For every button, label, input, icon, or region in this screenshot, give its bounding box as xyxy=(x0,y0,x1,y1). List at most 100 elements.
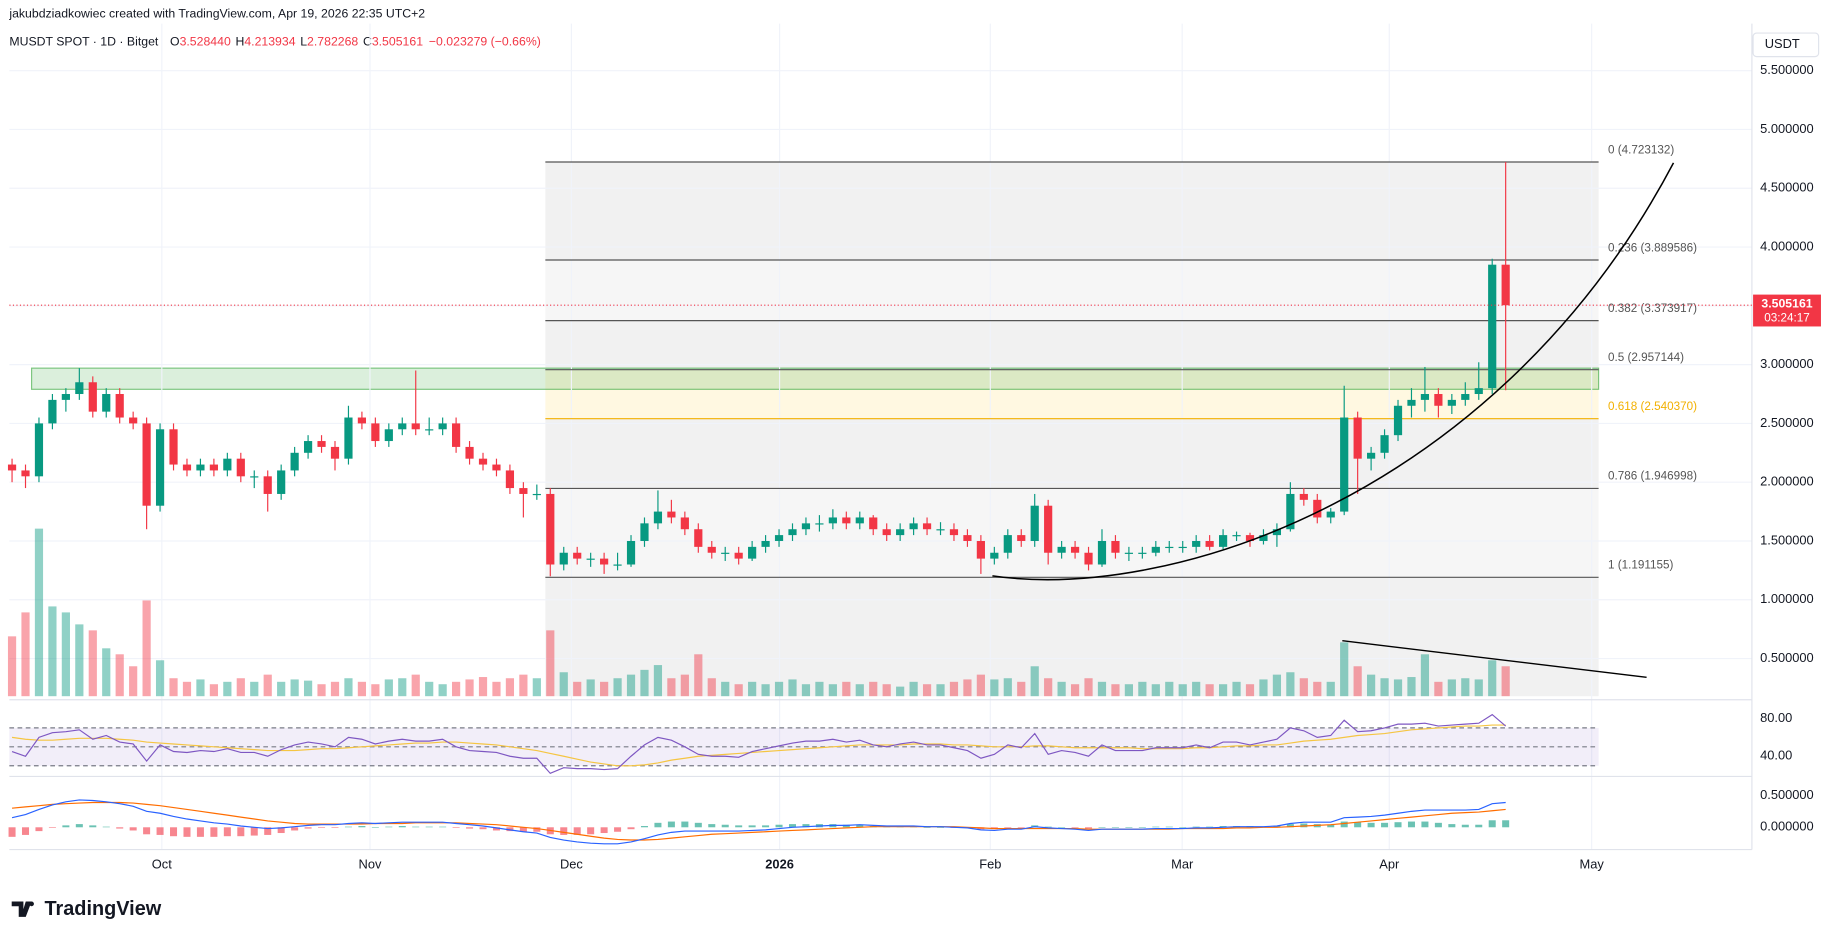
macd-histogram-bar xyxy=(223,827,231,837)
volume-bar xyxy=(774,681,784,697)
current-price-box xyxy=(1753,294,1821,327)
volume-bar xyxy=(505,678,515,697)
volume-bar xyxy=(896,686,905,697)
volume-bar xyxy=(129,666,138,697)
volume-bar xyxy=(1286,672,1295,697)
candle-body xyxy=(600,558,609,565)
fib-label: 1 (1.191155) xyxy=(1608,559,1674,572)
macd-histogram-bar xyxy=(1017,827,1025,828)
volume-bar xyxy=(1003,678,1012,697)
macd-histogram-bar xyxy=(1071,827,1079,828)
candle-body xyxy=(1151,546,1160,553)
macd-histogram-bar xyxy=(1300,823,1308,828)
volume-bar xyxy=(223,681,232,697)
y-tick-label: 3.000000 xyxy=(1760,356,1814,371)
y-tick-label: 5.000000 xyxy=(1760,121,1814,136)
candle-body xyxy=(653,511,663,524)
macd-histogram-bar xyxy=(291,827,299,831)
macd-histogram-bar xyxy=(331,827,339,828)
candle-body xyxy=(1393,405,1403,436)
candle-body xyxy=(936,529,945,531)
x-tick-label: Mar xyxy=(1171,856,1194,871)
macd-histogram-bar xyxy=(89,825,97,828)
volume-bar xyxy=(976,674,985,697)
candle-body xyxy=(196,464,205,471)
volume-bar xyxy=(75,624,84,697)
volume-bar xyxy=(102,648,111,697)
currency: USDT xyxy=(1765,36,1800,51)
volume-bar xyxy=(667,678,676,697)
fib-band xyxy=(545,418,1599,489)
macd-histogram-bar xyxy=(479,827,487,830)
volume-bar xyxy=(1407,677,1416,697)
support-zone xyxy=(31,367,1600,390)
volume-bar xyxy=(34,528,44,697)
macd-histogram-bar xyxy=(1394,822,1402,828)
candle-body xyxy=(1340,417,1349,512)
candle-body xyxy=(1353,417,1362,459)
y-tick-label: 1.000000 xyxy=(1760,591,1814,606)
macd-histogram-bar xyxy=(937,827,945,828)
macd-histogram-bar xyxy=(412,826,420,828)
volume-bar xyxy=(855,684,864,697)
volume-bar xyxy=(748,681,757,697)
candle-body xyxy=(88,382,97,412)
y-tick-label: 0.500000 xyxy=(1760,650,1814,665)
volume-bar xyxy=(478,677,488,697)
candle-body xyxy=(1124,552,1133,554)
volume-bar xyxy=(465,679,474,697)
volume-bar xyxy=(250,681,259,697)
macd-histogram-bar xyxy=(654,822,662,828)
candle-body xyxy=(1259,535,1268,541)
candle-body xyxy=(949,529,959,536)
candle-body xyxy=(1044,505,1053,553)
volume-bar xyxy=(1084,678,1093,697)
candle-body xyxy=(223,458,232,471)
x-tick-label: May xyxy=(1580,856,1605,871)
volume-bar xyxy=(1124,684,1133,697)
volume-bar xyxy=(1245,684,1255,697)
candle-body xyxy=(492,464,501,471)
candle-body xyxy=(1165,546,1174,549)
candle-body xyxy=(1434,394,1443,406)
macd-histogram-bar xyxy=(614,827,622,832)
candle-body xyxy=(1474,388,1483,395)
volume-bar xyxy=(142,600,151,697)
candle-body xyxy=(1420,394,1430,400)
macd-histogram-bar xyxy=(116,827,124,829)
candle-body xyxy=(1407,399,1416,406)
candle-body xyxy=(546,493,555,565)
macd-histogram-bar xyxy=(48,827,56,828)
volume-bar xyxy=(21,612,30,697)
macd-histogram-bar xyxy=(250,827,258,836)
currency-box[interactable] xyxy=(1752,32,1820,58)
candle-body xyxy=(236,458,245,477)
volume-bar xyxy=(680,674,689,697)
volume-bar xyxy=(1165,681,1174,697)
candle-body xyxy=(1097,540,1107,565)
volume-bar xyxy=(1178,684,1187,697)
candle-body xyxy=(532,493,541,496)
macd-histogram-bar xyxy=(1206,826,1214,828)
current-price-label: 3.505161 xyxy=(1761,296,1812,310)
volume-bar xyxy=(61,612,70,697)
volume-bar xyxy=(425,681,434,697)
candle-body xyxy=(48,399,57,424)
macd-histogram-bar xyxy=(1327,824,1335,828)
x-tick-label: Feb xyxy=(979,856,1001,871)
candle-body xyxy=(1057,546,1066,553)
macd-histogram-bar xyxy=(1273,826,1281,828)
macd-histogram-bar xyxy=(62,825,70,828)
volume-bar xyxy=(1501,666,1510,697)
volume-bar xyxy=(438,684,447,697)
x-tick-label: Apr xyxy=(1379,856,1400,871)
volume-bar xyxy=(236,678,245,697)
rsi-tick-label: 40.00 xyxy=(1760,748,1792,763)
candle-body xyxy=(384,429,393,442)
volume-bar xyxy=(815,681,824,697)
macd-histogram-bar xyxy=(1354,822,1362,828)
macd-histogram-bar xyxy=(371,827,379,828)
candle-body xyxy=(519,488,528,494)
volume-bar xyxy=(1393,679,1403,697)
